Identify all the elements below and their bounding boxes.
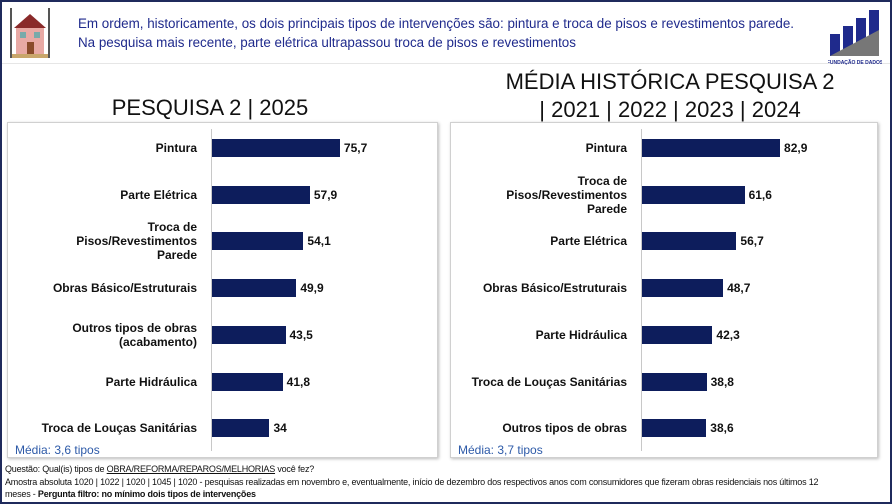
bar (642, 185, 745, 204)
header: Em ordem, historicamente, os dois princi… (2, 2, 890, 66)
category-label-line: Parte Elétrica (550, 234, 627, 249)
category-label-line: Obras Básico/Estruturais (52, 281, 197, 296)
average-note: Média: 3,6 tipos (15, 443, 100, 457)
category-label: Troca de Louças Sanitárias (437, 375, 627, 389)
category-label-line: Pintura (155, 141, 197, 155)
data-label: 56,7 (740, 234, 764, 249)
sample-prefix: meses - (5, 489, 38, 499)
q-underlined: OBRA/REFORMA/REPAROS/MELHORIAS (106, 464, 276, 474)
headline: Em ordem, historicamente, os dois princi… (78, 14, 794, 52)
sample-line-2: meses - Pergunta filtro: no mínimo dois … (5, 489, 256, 499)
category-label-line: Parede (586, 201, 627, 216)
data-label: 38,6 (710, 421, 734, 436)
category-label: Parte Hidráulica (7, 375, 197, 389)
data-label: 49,9 (300, 281, 324, 296)
fundacao-de-dados-logo: FUNDAÇÃO DE DADOS (828, 10, 882, 66)
bar (642, 419, 707, 438)
bar (642, 325, 713, 344)
category-label: Pintura (7, 141, 197, 155)
category-label-line: Parte Elétrica (120, 187, 197, 202)
chart-title-2025: PESQUISA 2 | 2025 (111, 95, 309, 120)
category-label: Obras Básico/Estruturais (437, 281, 627, 295)
category-label: Parte Elétrica (7, 188, 197, 202)
bar (212, 325, 286, 344)
category-label: Pintura (437, 141, 627, 155)
bar (212, 185, 310, 204)
category-label-line: Obras Básico/Estruturais (482, 281, 627, 296)
bar (642, 372, 707, 391)
category-label-line: Troca de (147, 220, 197, 235)
sample-line-1: Amostra absoluta 1020 | 1022 | 1020 | 10… (5, 477, 819, 487)
bar (212, 232, 304, 251)
category-label-line: Pisos/Revestimentos (76, 234, 197, 249)
house-renovation-icon (10, 8, 50, 58)
category-label: Parte Elétrica (437, 234, 627, 248)
category-label-line: Troca de Louças Sanitárias (41, 421, 197, 436)
y-axis-line (211, 129, 212, 451)
q-suffix: você fez? (275, 464, 315, 474)
category-label-line: Pintura (585, 141, 627, 155)
question-text: Questão: Qual(is) tipos de OBRA/REFORMA/… (5, 464, 314, 474)
title-line-2: | 2021 | 2022 | 2023 | 2024 (539, 97, 801, 122)
bar (212, 279, 297, 298)
title-line-1: MÉDIA HISTÓRICA PESQUISA 2 (505, 69, 835, 94)
bar (212, 419, 270, 438)
chart-2025: Pintura 75,7 Parte Elétrica 57,9 Troca de Pis… (7, 122, 438, 458)
filter-text: Pergunta filtro: no mínimo dois tipos de… (37, 489, 256, 499)
bar (642, 279, 724, 298)
category-label-line: Parte Hidráulica (105, 374, 197, 389)
data-label: 48,7 (727, 281, 751, 296)
bar (642, 139, 781, 157)
headline-line-2: Na pesquisa mais recente, parte elétrica… (78, 35, 576, 50)
y-axis-line (641, 129, 642, 451)
category-label-line: Troca de (577, 173, 627, 188)
data-label: 34 (273, 421, 287, 436)
category-label: Obras Básico/Estruturais (7, 281, 197, 295)
data-label: 43,5 (289, 327, 313, 342)
bar (212, 139, 340, 157)
category-label: Troca de Pisos/Revestimentos Parede (437, 174, 627, 216)
data-label: 38,8 (710, 374, 734, 389)
data-label: 41,8 (286, 374, 310, 389)
category-label-line: Troca de Louças Sanitárias (471, 374, 627, 389)
data-label: 54,1 (307, 234, 331, 249)
data-label: 75,7 (343, 141, 368, 155)
bar (212, 372, 283, 391)
category-label-line: Pisos/Revestimentos (506, 187, 627, 202)
data-label: 61,6 (748, 187, 772, 202)
category-label: Troca de Pisos/Revestimentos Parede (7, 220, 197, 262)
chart-historical: Pintura 82,9 Troca de Pisos/Revestimentos Pa… (450, 122, 878, 458)
category-label: Troca de Louças Sanitárias (7, 421, 197, 435)
q-prefix: Questão: Qual(is) tipos de (5, 464, 107, 474)
chart-title-historical: MÉDIA HISTÓRICA PESQUISA 2 | 2021 | 2022… (470, 68, 870, 124)
data-label: 57,9 (313, 187, 338, 202)
category-label-line: Parte Hidráulica (535, 327, 627, 342)
category-label-line: Outros tipos de obras (72, 320, 197, 335)
svg-text:FUNDAÇÃO DE DADOS: FUNDAÇÃO DE DADOS (828, 59, 882, 66)
category-label-line: (acabamento) (118, 334, 197, 349)
category-label: Outros tipos de obras (acabamento) (7, 321, 197, 349)
average-note: Média: 3,7 tipos (458, 443, 543, 457)
bar (642, 232, 737, 251)
data-label: 42,3 (716, 327, 740, 342)
headline-line-1: Em ordem, historicamente, os dois princi… (78, 16, 795, 31)
category-label: Outros tipos de obras (437, 421, 627, 435)
data-label: 82,9 (784, 141, 808, 155)
category-label-line: Outros tipos de obras (502, 421, 627, 436)
category-label-line: Parede (156, 248, 197, 263)
category-label: Parte Hidráulica (437, 328, 627, 342)
